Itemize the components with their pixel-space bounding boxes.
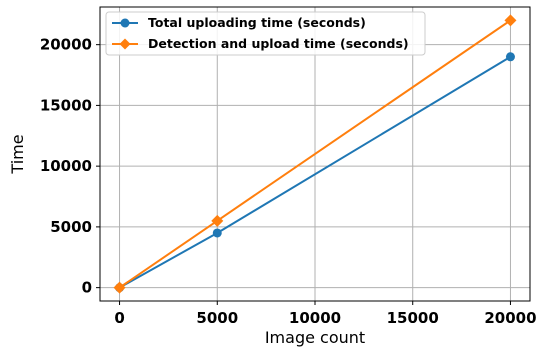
x-tick-label: 5000	[196, 309, 238, 327]
data-point-diamond	[504, 14, 517, 27]
legend-label-total-uploading: Total uploading time (seconds)	[148, 15, 366, 30]
series-2	[113, 14, 517, 294]
y-tick-label: 20000	[40, 36, 92, 54]
legend-marker-detection-upload	[119, 38, 131, 50]
data-point-diamond	[113, 281, 126, 294]
x-tick-label: 20000	[484, 309, 536, 327]
series-layer	[113, 14, 517, 294]
data-point-diamond	[211, 214, 224, 227]
y-axis-label: Time	[8, 134, 27, 174]
x-axis-label: Image count	[265, 328, 365, 347]
y-axis-tick-labels: 0 5000 10000 15000 20000	[40, 36, 92, 297]
data-point-circle	[505, 52, 515, 62]
legend-label-detection-upload: Detection and upload time (seconds)	[148, 36, 409, 51]
tick-marks	[96, 44, 511, 305]
data-point-circle	[212, 228, 222, 238]
x-tick-label: 15000	[387, 309, 439, 327]
x-tick-label: 10000	[289, 309, 341, 327]
x-tick-label: 0	[114, 309, 124, 327]
grid-lines	[100, 7, 530, 301]
y-tick-label: 10000	[40, 157, 92, 175]
legend-frame	[105, 11, 426, 56]
y-tick-label: 15000	[40, 96, 92, 114]
y-tick-label: 5000	[50, 218, 92, 236]
y-tick-label: 0	[82, 279, 92, 297]
legend: Total uploading time (seconds) Detection…	[105, 11, 426, 56]
legend-marker-total-uploading	[120, 18, 130, 28]
x-axis-tick-labels: 0 5000 10000 15000 20000	[114, 309, 536, 327]
